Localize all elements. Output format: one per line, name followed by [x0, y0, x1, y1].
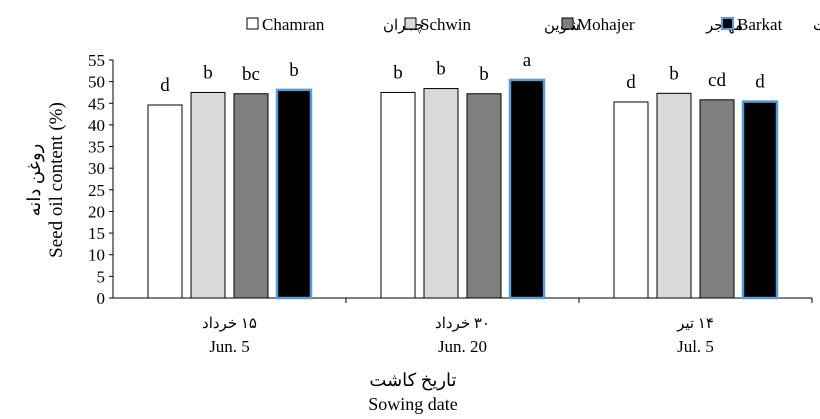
significance-letter: d	[626, 72, 636, 93]
x-axis-title-fa: تاریخ کاشت	[369, 370, 456, 391]
bar-mohajer-2	[699, 99, 735, 299]
significance-letter: b	[393, 62, 403, 83]
bar-mohajer-0	[233, 93, 269, 299]
axes: 0 5 10 15 20 25 30 35 40 45 50 55 روغن دانه Seed oil …	[24, 51, 813, 414]
significance-letter: b	[436, 59, 446, 80]
y-axis-title-fa: روغن دانه	[24, 144, 45, 217]
significance-letter: b	[203, 62, 213, 83]
bar-chamran-0	[147, 104, 183, 299]
y-tick-label: 10	[88, 246, 105, 265]
legend-label-barkat: Barkat	[737, 15, 783, 34]
significance-letter: a	[523, 50, 532, 71]
x-tick-label-en: Jun. 5	[209, 337, 250, 356]
x-tick-label-fa: ۱۴ تیر	[676, 316, 714, 332]
x-tick-label-fa: ۳۰ خرداد	[435, 316, 490, 332]
y-tick-label: 50	[88, 73, 105, 92]
y-tick-label: 5	[97, 267, 106, 286]
significance-letter: bc	[242, 64, 260, 85]
y-tick-label: 55	[88, 51, 105, 70]
x-tick-label-en: Jul. 5	[677, 337, 714, 356]
significance-letter: cd	[708, 70, 726, 91]
significance-letter: d	[755, 72, 765, 93]
y-tick-label: 20	[88, 202, 105, 221]
y-tick-label: 35	[88, 138, 105, 157]
y-tick-label: 30	[88, 159, 105, 178]
significance-letter: b	[669, 63, 679, 84]
significance-letter: b	[289, 60, 299, 81]
bar-barkat-1	[508, 78, 546, 300]
y-axis-title-en: Seed oil content (%)	[46, 102, 67, 258]
y-tick-label: 25	[88, 181, 105, 200]
labels: d b bc b ۱۵ خرداد Jun. 5 b b b a ۳۰ خرداد Jun. 20 d b…	[160, 50, 765, 356]
bar-schwin-1	[423, 88, 459, 299]
legend-label-schwin: Schwin	[420, 15, 472, 34]
bar-chamran-2	[613, 101, 649, 299]
y-tick-label: 15	[88, 224, 105, 243]
x-tick-label-fa: ۱۵ خرداد	[202, 316, 257, 332]
legend-swatch-schwin	[404, 17, 417, 30]
y-tick-label: 0	[97, 289, 106, 308]
legend-swatch-barkat	[721, 17, 734, 30]
legend-label-fa-barkat: برکت	[813, 18, 820, 34]
y-tick-label: 45	[88, 94, 105, 113]
x-tick-label-en: Jun. 20	[438, 337, 487, 356]
legend-swatch-mohajer	[561, 17, 574, 30]
significance-letter: d	[160, 75, 170, 96]
legend-label-chamran: Chamran	[262, 15, 325, 34]
x-axis-title-en: Sowing date	[368, 394, 458, 414]
legend-swatch-chamran	[246, 17, 259, 30]
bars	[147, 78, 779, 300]
bar-barkat-0	[275, 88, 313, 300]
significance-letter: b	[479, 64, 489, 85]
bar-chamran-1	[380, 91, 416, 299]
bar-schwin-0	[190, 91, 226, 299]
legend: ChamranچمرانSchwinشوینMohajerمهاجرBarkat…	[246, 15, 820, 34]
legend-label-mohajer: Mohajer	[577, 15, 635, 34]
y-tick-label: 40	[88, 116, 105, 135]
bar-mohajer-1	[466, 93, 502, 299]
bar-barkat-2	[741, 100, 779, 300]
bar-schwin-2	[656, 92, 692, 299]
legend-label-fa-chamran: چمران	[383, 18, 424, 34]
